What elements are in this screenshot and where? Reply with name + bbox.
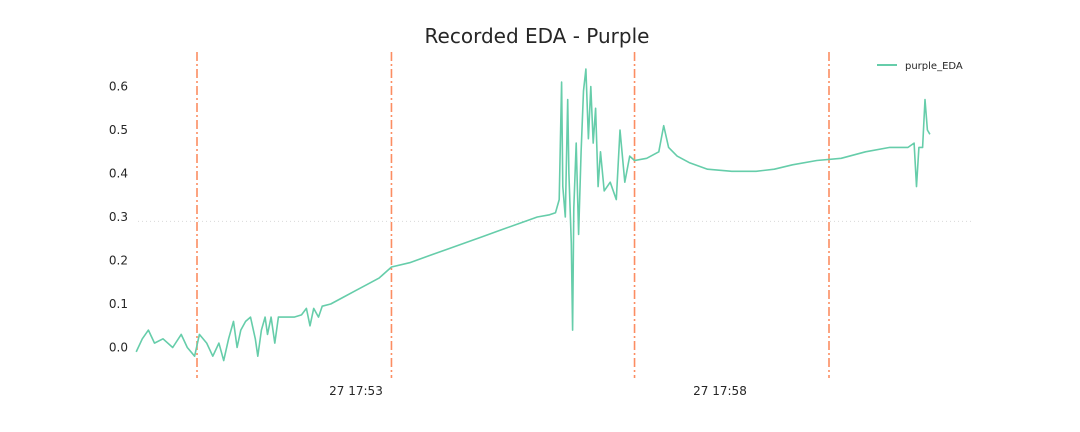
y-tick-label: 0.4 [109, 167, 128, 181]
y-axis-ticks: 0.0 0.1 0.2 0.3 0.4 0.5 0.6 [109, 80, 128, 355]
y-tick-label: 0.0 [109, 341, 128, 355]
y-tick-label: 0.3 [109, 210, 128, 224]
x-tick-label: 27 17:58 [693, 384, 747, 398]
vertical-markers [196, 52, 830, 378]
legend: purple_EDA [877, 61, 963, 72]
y-tick-label: 0.2 [109, 254, 128, 268]
x-axis-ticks: 27 17:53 27 17:58 [329, 384, 747, 398]
y-tick-label: 0.1 [109, 297, 128, 311]
y-tick-label: 0.5 [109, 123, 128, 137]
legend-label: purple_EDA [905, 61, 963, 72]
series-line-purple-eda [135, 68, 931, 362]
x-tick-label: 27 17:53 [329, 384, 383, 398]
y-tick-label: 0.6 [109, 80, 128, 94]
chart-title: Recorded EDA - Purple [425, 24, 650, 48]
